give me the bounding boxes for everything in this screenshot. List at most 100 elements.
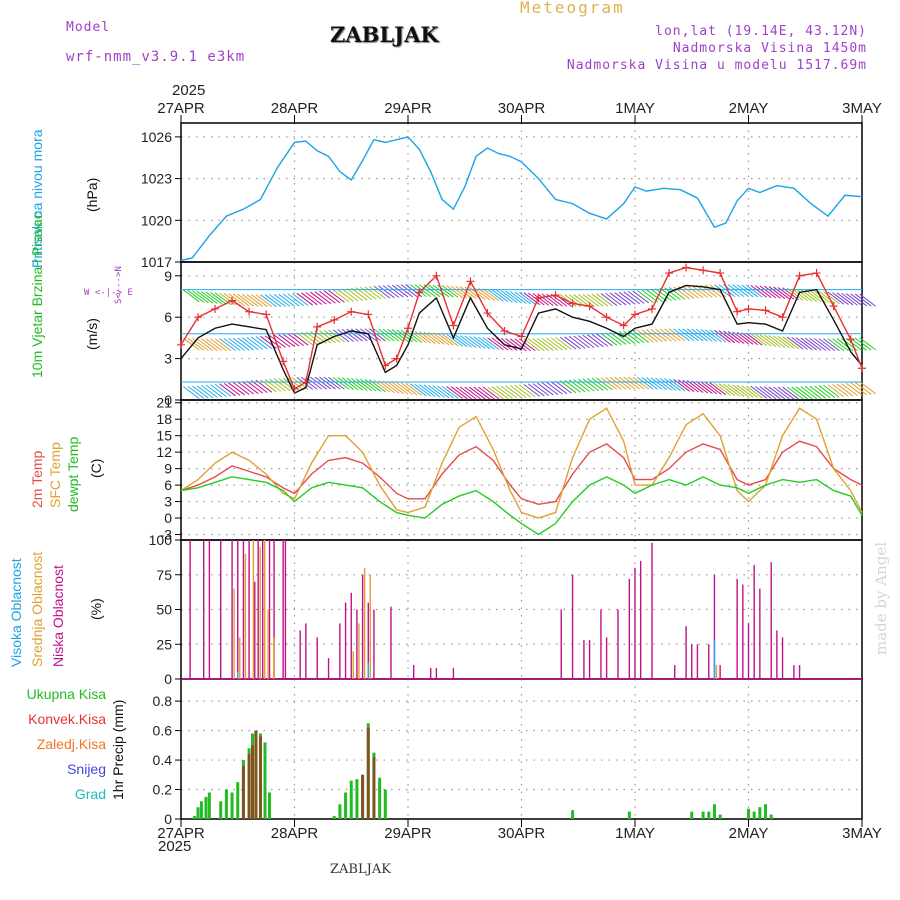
- wind-barb: [632, 290, 650, 304]
- wind-barb: [700, 381, 718, 395]
- wind-barb: [260, 294, 277, 307]
- wind-barb: [500, 290, 518, 304]
- wind-barb: [528, 338, 545, 352]
- wind-barb: [823, 338, 840, 352]
- wind-barb: [532, 383, 550, 396]
- wind-barb: [605, 292, 622, 306]
- wind-barb: [378, 285, 395, 299]
- wind-barb: [228, 337, 245, 351]
- wind-barb: [405, 330, 423, 343]
- wind-barb: [596, 377, 613, 391]
- wind-barb: [518, 291, 536, 305]
- wind-barb: [473, 336, 491, 350]
- wind-barb: [364, 286, 382, 300]
- wind-barb: [369, 328, 386, 342]
- wind-barb: [546, 381, 563, 395]
- wind-barb: [478, 386, 495, 400]
- wind-barb: [573, 379, 591, 392]
- wind-barb: [618, 376, 636, 390]
- wind-barb: [809, 385, 827, 399]
- year-bottom: 2025: [158, 838, 192, 855]
- y-tick-label: 6: [164, 477, 172, 493]
- wind-barb: [528, 383, 545, 397]
- wind-barb: [400, 382, 418, 396]
- wind-barb: [809, 337, 827, 351]
- wind-barb: [795, 337, 813, 351]
- wind-barb: [764, 386, 781, 400]
- wind-barb: [509, 385, 527, 398]
- precip-bar: [355, 779, 359, 819]
- wind-barb: [241, 381, 259, 394]
- wind-barb: [264, 379, 282, 392]
- precip-bar: [627, 811, 631, 819]
- y-tick-label: 0: [164, 392, 172, 408]
- wind-barb: [614, 292, 631, 305]
- wind-barb: [192, 338, 209, 351]
- wind-barb: [269, 294, 286, 307]
- wind-barb: [482, 386, 500, 400]
- date-label-top: 30APR: [498, 100, 546, 117]
- wind-barb: [587, 334, 604, 348]
- wind-barb: [786, 386, 804, 400]
- wind-barb: [187, 289, 205, 303]
- wind-barb: [823, 291, 840, 305]
- wind-barb: [428, 284, 445, 298]
- wind-barb: [786, 336, 804, 350]
- date-label-bottom: 30APR: [498, 825, 546, 842]
- wind-barb: [328, 289, 345, 303]
- wind-barb: [804, 386, 822, 399]
- wind-gust-marker: [279, 357, 288, 366]
- wind-barb: [695, 381, 713, 394]
- wind-barb: [759, 285, 777, 299]
- wind-barb: [804, 337, 822, 351]
- wind-barb: [695, 284, 713, 298]
- wind-barb: [818, 290, 836, 304]
- wind-barb: [332, 376, 350, 390]
- wind-gust-marker: [466, 277, 475, 286]
- wind-barb: [232, 293, 250, 307]
- wind-barb: [655, 377, 672, 391]
- wind-barb: [832, 384, 849, 397]
- wind-barb: [518, 384, 536, 398]
- wind-barb: [337, 289, 354, 302]
- wind-barb: [332, 329, 350, 343]
- wind-gust-marker: [330, 315, 339, 324]
- wind-gust-marker: [449, 321, 458, 330]
- wind-barb: [591, 333, 609, 347]
- wind-barb: [419, 284, 436, 298]
- wind-barb: [373, 285, 391, 299]
- wind-barb: [745, 284, 763, 298]
- wind-barb: [673, 378, 690, 392]
- wind-barb: [350, 377, 368, 391]
- wind-barb: [355, 328, 373, 342]
- wind-barb: [223, 382, 241, 396]
- wind-barb: [800, 337, 818, 351]
- wind-gust-marker: [795, 271, 804, 280]
- wind-barb: [845, 338, 863, 351]
- wind-barb: [791, 386, 808, 400]
- wind-gust-marker: [631, 310, 639, 319]
- wind-barb: [219, 292, 236, 306]
- wind-barb: [187, 385, 205, 399]
- y-tick-label: 1026: [141, 129, 172, 145]
- date-label-bottom: 29APR: [384, 825, 432, 842]
- y-tick-label: 3: [164, 351, 172, 367]
- wind-barb: [496, 289, 513, 303]
- wind-barb: [791, 288, 808, 302]
- wind-barb: [750, 385, 768, 399]
- wind-barb: [823, 384, 840, 398]
- model-name: wrf-nmm_v3.9.1 e3km: [66, 49, 246, 65]
- wind-barb: [836, 338, 854, 352]
- wind-barb: [228, 382, 245, 396]
- wind-barb: [682, 285, 699, 299]
- wind-barb: [677, 328, 695, 342]
- y-tick-label: 1023: [141, 171, 172, 187]
- wind-barb: [237, 381, 255, 395]
- wind-gust-marker: [846, 335, 855, 344]
- wind-barb: [500, 338, 518, 351]
- legend-frozen-rain: Zaledj.Kisa: [36, 736, 106, 752]
- wind-barb: [550, 381, 568, 395]
- precip-bar: [196, 807, 200, 819]
- wind-gust-marker: [812, 269, 821, 278]
